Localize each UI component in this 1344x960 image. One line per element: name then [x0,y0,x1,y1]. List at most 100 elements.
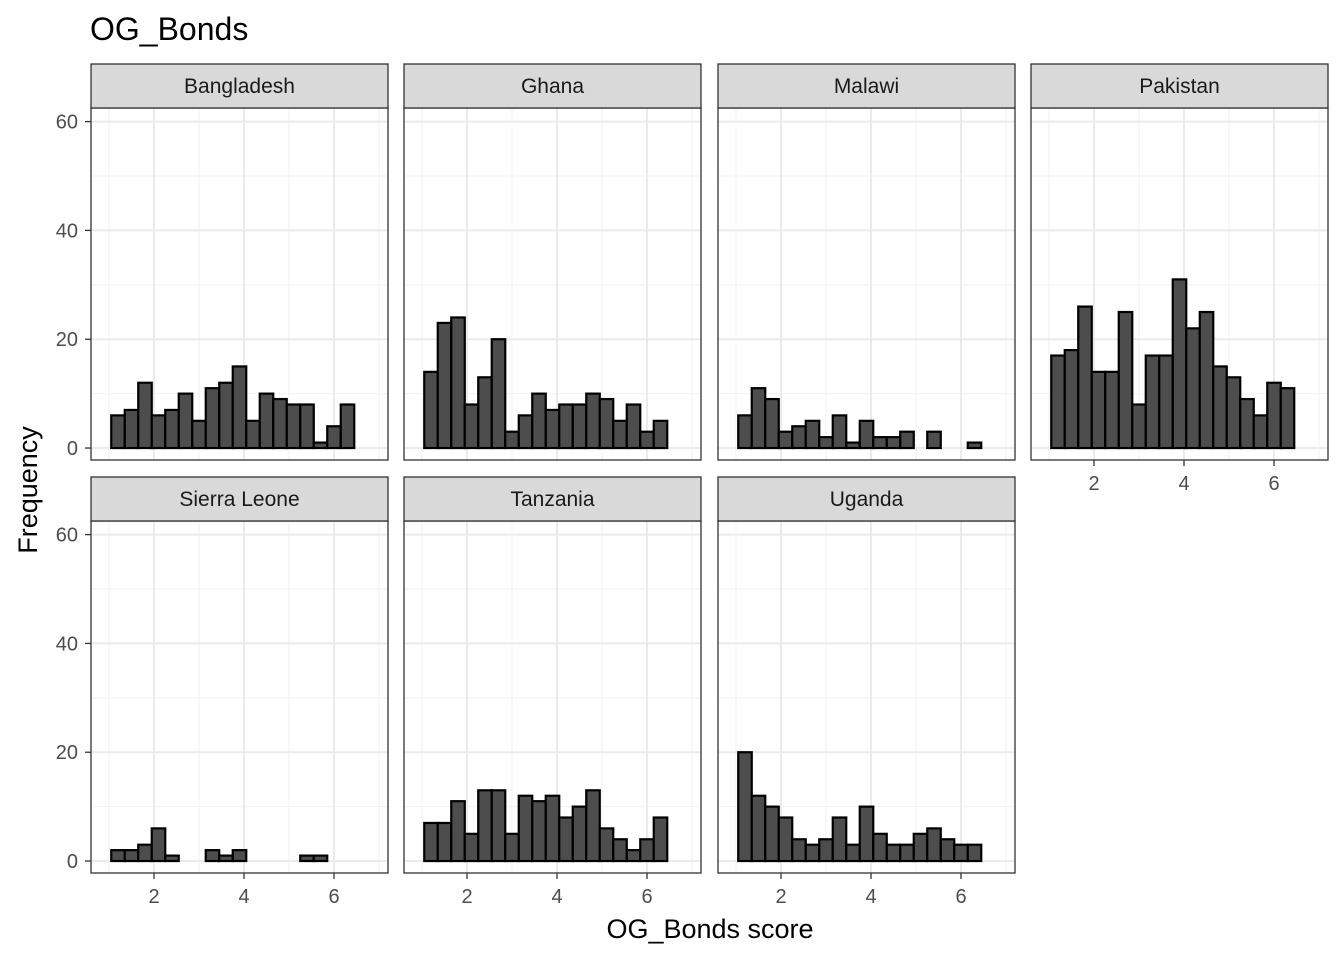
histogram-bar [885,436,902,450]
histogram-bar [750,387,767,450]
histogram-bar [872,436,888,450]
histogram-bar [463,403,480,450]
histogram-bar [1279,387,1296,450]
histogram-bar [164,854,180,863]
histogram-bar [926,827,942,863]
histogram-bar [436,821,453,863]
histogram-bar [504,832,520,863]
y-tick-label: 0 [67,851,78,873]
histogram-bar [1077,305,1093,450]
histogram-bar [598,397,615,450]
x-tick-label: 2 [461,886,472,908]
y-tick-label: 40 [56,633,78,655]
facet-panel: Ghana [403,63,702,461]
histogram-bar [764,805,780,863]
histogram-bar [737,751,753,863]
histogram-bar [177,392,194,450]
facet-panel: Tanzania 2 4 6 [403,476,702,908]
histogram-bar [831,414,848,450]
histogram-bar [312,441,329,450]
histogram-bar [517,414,534,450]
histogram-bar [598,827,615,863]
histogram-bar [1050,354,1066,450]
histogram-bar [110,414,126,450]
histogram-bar [939,838,956,863]
facet-strip [717,476,1016,522]
histogram-bar [1252,414,1269,450]
histogram-bar [804,843,821,863]
y-tick-label: 60 [56,112,78,134]
histogram-bar [737,414,753,450]
x-tick-label: 6 [1268,473,1279,495]
histogram-bar [531,392,547,450]
histogram-bar [845,441,861,450]
facet-strip-label: Bangladesh [184,75,295,98]
histogram-bar [463,832,480,863]
histogram-bar [953,843,969,863]
histogram-bar [1239,397,1255,450]
x-tick-label: 6 [955,886,966,908]
histogram-bar [477,789,493,863]
histogram-bar [845,843,861,863]
histogram-bar [639,838,655,863]
histogram-bar [625,849,642,863]
facet-strip-label: Tanzania [510,488,594,511]
histogram-bar [504,430,520,450]
histogram-bar [1225,376,1242,450]
histogram-bar [791,838,807,863]
histogram-bar [558,403,574,450]
facet-strip-label: Uganda [830,488,904,511]
histogram-bar [1117,310,1134,450]
histogram-bar [137,843,153,863]
histogram-bar [150,827,167,863]
histogram-bar [1185,327,1201,450]
histogram-bar [423,370,439,450]
x-tick-label: 4 [238,886,249,908]
x-axis-title: OG_Bonds score [606,914,813,944]
histogram-bar [450,316,466,450]
facet-strip-label: Ghana [521,75,584,98]
histogram-bar [1063,349,1080,450]
histogram-bar [123,408,140,450]
histogram-bar [571,403,588,450]
histogram-bar [258,392,275,450]
x-tick-label: 2 [148,886,159,908]
histogram-bar [490,338,507,450]
histogram-bar [285,403,302,450]
histogram-bar [639,430,655,450]
histogram-bar [191,419,207,450]
histogram-bar [339,403,356,450]
y-axis-title: Frequency [13,426,43,554]
histogram-bar [625,403,642,450]
histogram-bar [818,436,834,450]
facet-strip-label: Sierra Leone [179,488,299,511]
histogram-bar [1198,310,1215,450]
histogram-bar [777,430,794,450]
histogram-bar [477,376,493,450]
facet-strip [1030,63,1329,109]
histogram-bar [231,365,248,450]
histogram-bar [1090,370,1107,450]
histogram-bar [899,430,915,450]
histogram-bar [1104,370,1120,450]
histogram-bar [1171,278,1188,450]
histogram-bar [1158,354,1174,450]
x-tick-label: 4 [865,886,876,908]
chart-title: OG_Bonds [90,11,248,47]
histogram-bar [299,854,315,863]
y-tick-label: 0 [67,438,78,460]
facet-strip [403,476,702,522]
y-tick-label: 60 [56,525,78,547]
histogram-bar [218,854,234,863]
histogram-bar [899,843,915,863]
histogram-bar [164,408,180,450]
histogram-bar [558,816,574,863]
histogram-bar [110,849,126,863]
facet-panel: Sierra Leone 0 20 40 60 2 4 6 [56,476,389,908]
histogram-bar [123,849,140,863]
histogram-bar [137,381,153,450]
histogram-bar [150,414,167,450]
histogram-bar [926,430,942,450]
